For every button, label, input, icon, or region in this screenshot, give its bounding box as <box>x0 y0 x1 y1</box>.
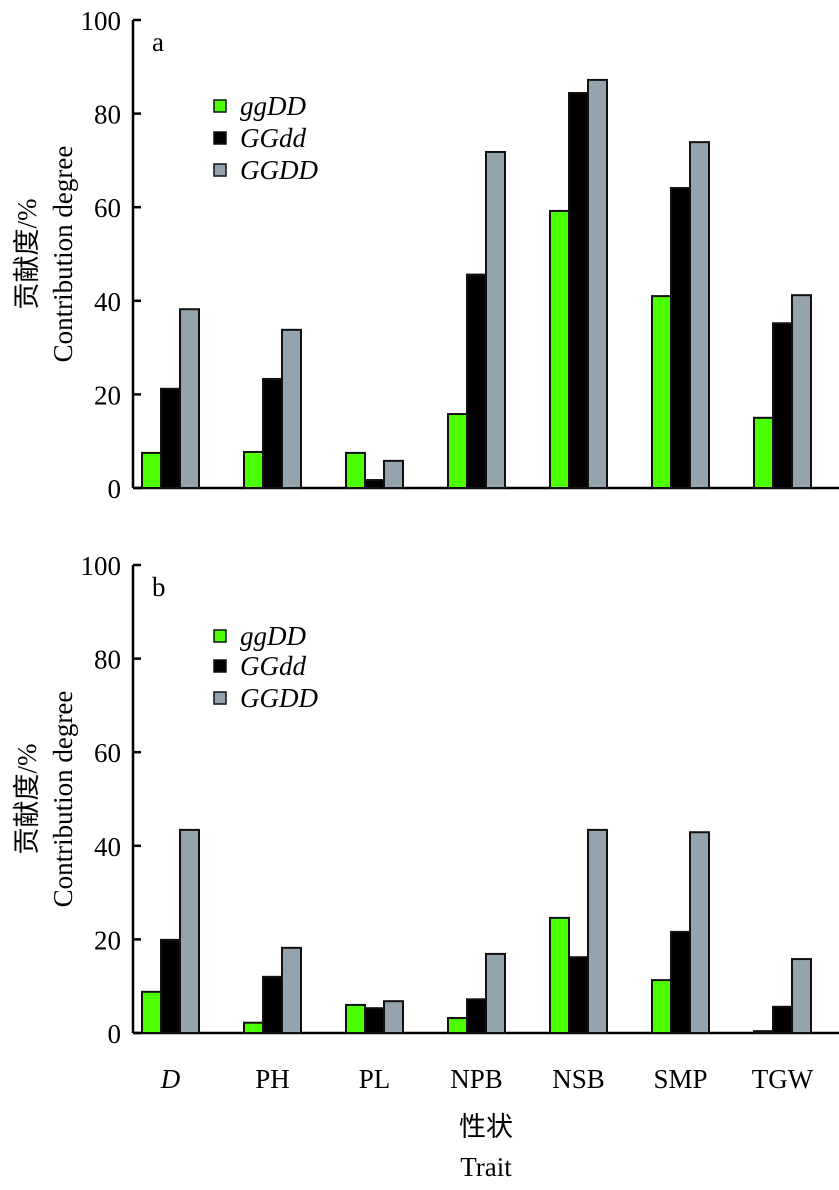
bar-GGDD-D <box>179 828 200 1034</box>
legend-swatch-ggDD <box>213 99 227 113</box>
legend-swatch-GGDD <box>213 163 227 177</box>
bar-GGdd-NPB <box>466 998 487 1035</box>
x-tick-label-NPB: NPB <box>450 1064 503 1094</box>
bar-ggDD-SMP <box>651 979 672 1035</box>
bar-ggDD-PH <box>243 1021 264 1034</box>
legend-label-ggDD: ggDD <box>240 91 306 121</box>
bar-ggDD-NSB <box>549 916 570 1035</box>
panel-a: 0 20 40 60 80 100 a 贡献度/% Contribution degree ggD… <box>12 6 839 504</box>
legend-label-GGDD: GGDD <box>240 155 318 185</box>
bar-GGDD-TGW <box>791 958 812 1035</box>
bar-GGdd-NPB <box>466 273 487 490</box>
y-tick-label: 80 <box>94 100 121 130</box>
bar-ggDD-D <box>141 990 162 1034</box>
bar-ggDD-NPB <box>447 413 468 489</box>
bar-ggDD-TGW <box>753 1030 774 1035</box>
y-tick-label: 100 <box>81 551 122 581</box>
panel-label: b <box>152 572 166 602</box>
x-category-labels: D PH PL NPB NSB SMP TGW <box>160 1064 814 1094</box>
bar-GGDD-NPB <box>485 150 506 489</box>
bar-GGDD-SMP <box>689 141 710 489</box>
y-tick-label: 40 <box>94 832 121 862</box>
y-axis-label-cn: 贡献度/% <box>12 199 42 310</box>
bar-GGdd-PH <box>262 377 283 489</box>
bar-ggDD-PH <box>243 450 264 489</box>
y-tick-label: 60 <box>94 193 121 223</box>
legend-label-GGdd: GGdd <box>240 651 306 681</box>
bar-GGDD-PH <box>281 328 302 490</box>
legend-swatch-GGdd <box>213 131 227 145</box>
bar-GGDD-NSB <box>587 78 608 490</box>
bar-GGDD-NSB <box>587 828 608 1034</box>
bar-GGdd-PH <box>262 975 283 1035</box>
legend-swatch-ggDD <box>213 629 227 643</box>
bar-ggDD-TGW <box>753 416 774 489</box>
bar-ggDD-NSB <box>549 209 570 489</box>
x-axis-label: Trait <box>460 1152 512 1182</box>
x-axis-label-cn: 性状 <box>459 1112 513 1142</box>
bar-GGDD-SMP <box>689 831 710 1035</box>
bar-ggDD-PL <box>345 451 366 489</box>
y-tick-label: 80 <box>94 645 121 675</box>
legend-label-GGdd: GGdd <box>240 123 306 153</box>
x-tick-label-SMP: SMP <box>653 1064 707 1094</box>
x-tick-label-D: D <box>160 1064 181 1094</box>
x-tick-label-TGW: TGW <box>752 1064 814 1094</box>
bar-GGdd-D <box>160 387 181 489</box>
legend-swatch-GGDD <box>213 691 227 705</box>
panel-b: 0 20 40 60 80 100 b 贡献度/% Contribution degree ggD… <box>12 551 839 1049</box>
legend-label-ggDD: ggDD <box>240 621 306 651</box>
bar-GGDD-D <box>179 308 200 489</box>
bar-GGDD-PL <box>383 1000 404 1035</box>
y-tick-label: 20 <box>94 925 121 955</box>
bar-GGdd-D <box>160 938 181 1034</box>
bar-GGdd-SMP <box>670 187 691 489</box>
bar-GGdd-NSB <box>568 92 589 490</box>
bar-ggDD-D <box>141 451 162 489</box>
bar-GGdd-SMP <box>670 930 691 1034</box>
y-tick-label: 0 <box>108 474 122 504</box>
bar-ggDD-SMP <box>651 295 672 489</box>
x-tick-label-PH: PH <box>255 1064 290 1094</box>
bar-GGdd-TGW <box>772 1005 793 1034</box>
bar-ggDD-PL <box>345 1003 366 1034</box>
bar-GGDD-PH <box>281 946 302 1034</box>
bar-ggDD-NPB <box>447 1017 468 1034</box>
bar-GGDD-TGW <box>791 294 812 489</box>
bar-GGdd-PL <box>364 1007 385 1034</box>
legend-swatch-GGdd <box>213 659 227 673</box>
bar-GGDD-NPB <box>485 952 506 1035</box>
x-tick-label-PL: PL <box>359 1064 391 1094</box>
y-tick-label: 20 <box>94 380 121 410</box>
bar-GGDD-PL <box>383 459 404 489</box>
x-tick-label-NSB: NSB <box>552 1064 605 1094</box>
bar-GGdd-NSB <box>568 956 589 1035</box>
y-tick-label: 40 <box>94 287 121 317</box>
y-axis-label: Contribution degree <box>48 146 78 363</box>
y-tick-label: 60 <box>94 738 121 768</box>
bar-GGdd-PL <box>364 479 385 490</box>
y-axis-label: Contribution degree <box>48 691 78 908</box>
panel-label: a <box>152 27 164 57</box>
y-tick-label: 100 <box>81 6 122 36</box>
y-axis-label-cn: 贡献度/% <box>12 744 42 855</box>
legend-label-GGDD: GGDD <box>240 683 318 713</box>
y-tick-label: 0 <box>108 1019 122 1049</box>
bar-GGdd-TGW <box>772 322 793 489</box>
